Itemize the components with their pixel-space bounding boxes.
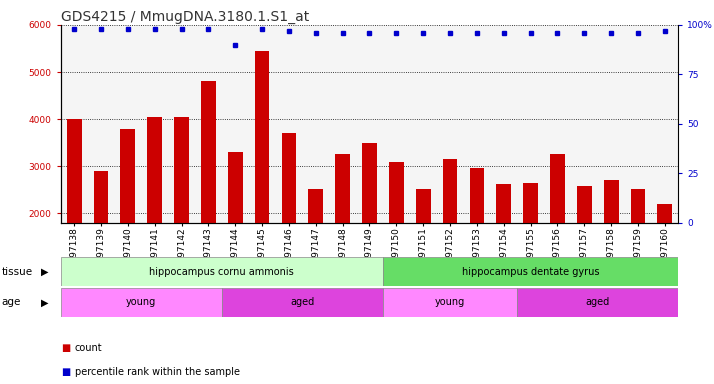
Bar — [255, 51, 269, 308]
Bar — [336, 154, 350, 308]
Text: ▶: ▶ — [41, 266, 49, 277]
Text: ▶: ▶ — [41, 297, 49, 308]
Text: tissue: tissue — [1, 266, 33, 277]
Bar — [630, 189, 645, 308]
Text: hippocampus cornu ammonis: hippocampus cornu ammonis — [149, 266, 294, 277]
Bar — [94, 171, 109, 308]
Text: GDS4215 / MmugDNA.3180.1.S1_at: GDS4215 / MmugDNA.3180.1.S1_at — [61, 10, 309, 23]
Bar — [308, 189, 323, 308]
Bar — [362, 143, 377, 308]
Bar — [577, 186, 592, 308]
Bar — [496, 184, 511, 308]
Text: aged: aged — [290, 297, 314, 308]
Text: hippocampus dentate gyrus: hippocampus dentate gyrus — [462, 266, 599, 277]
Bar — [147, 117, 162, 308]
Text: young: young — [126, 297, 156, 308]
Bar — [470, 168, 484, 308]
Bar — [228, 152, 243, 308]
Bar — [201, 81, 216, 308]
Bar — [383, 288, 517, 317]
Bar — [658, 204, 673, 308]
Text: ■: ■ — [61, 367, 70, 377]
Bar — [523, 183, 538, 308]
Text: count: count — [75, 343, 103, 353]
Bar — [121, 129, 135, 308]
Text: aged: aged — [585, 297, 610, 308]
Text: percentile rank within the sample: percentile rank within the sample — [75, 367, 240, 377]
Bar — [550, 154, 565, 308]
Text: ■: ■ — [61, 343, 70, 353]
Bar — [222, 288, 383, 317]
Bar — [174, 117, 189, 308]
Bar — [66, 119, 81, 308]
Bar — [517, 288, 678, 317]
Text: age: age — [1, 297, 21, 308]
Bar — [281, 133, 296, 308]
Bar — [61, 288, 222, 317]
Bar — [443, 159, 458, 308]
Bar — [61, 257, 383, 286]
Bar — [389, 162, 403, 308]
Bar — [383, 257, 678, 286]
Bar — [604, 180, 618, 308]
Bar — [416, 189, 431, 308]
Text: young: young — [435, 297, 466, 308]
